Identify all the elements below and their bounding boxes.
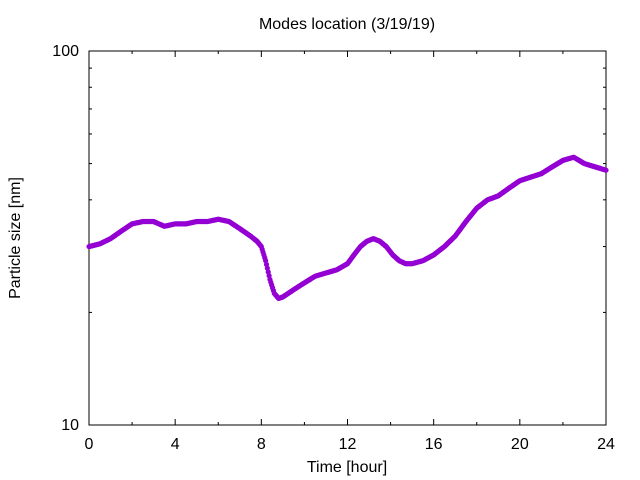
- axis-ticks: 0 4 8 12 16 20 24 10 100: [52, 43, 615, 453]
- data-points: [86, 154, 609, 302]
- chart-title: Modes location (3/19/19): [259, 16, 435, 33]
- x-tick-label: 16: [425, 436, 443, 453]
- y-tick-label: 10: [61, 417, 79, 434]
- x-tick-label: 4: [171, 436, 180, 453]
- x-tick-label: 24: [597, 436, 615, 453]
- x-tick-label: 8: [257, 436, 266, 453]
- plot-frame: [88, 50, 607, 426]
- x-tick-label: 0: [85, 436, 94, 453]
- data-point: [603, 167, 609, 173]
- x-axis-label: Time [hour]: [307, 459, 387, 476]
- y-tick-label: 100: [52, 43, 79, 60]
- y-axis-label: Particle size [nm]: [7, 177, 24, 299]
- x-tick-label: 20: [511, 436, 529, 453]
- x-tick-label: 12: [339, 436, 357, 453]
